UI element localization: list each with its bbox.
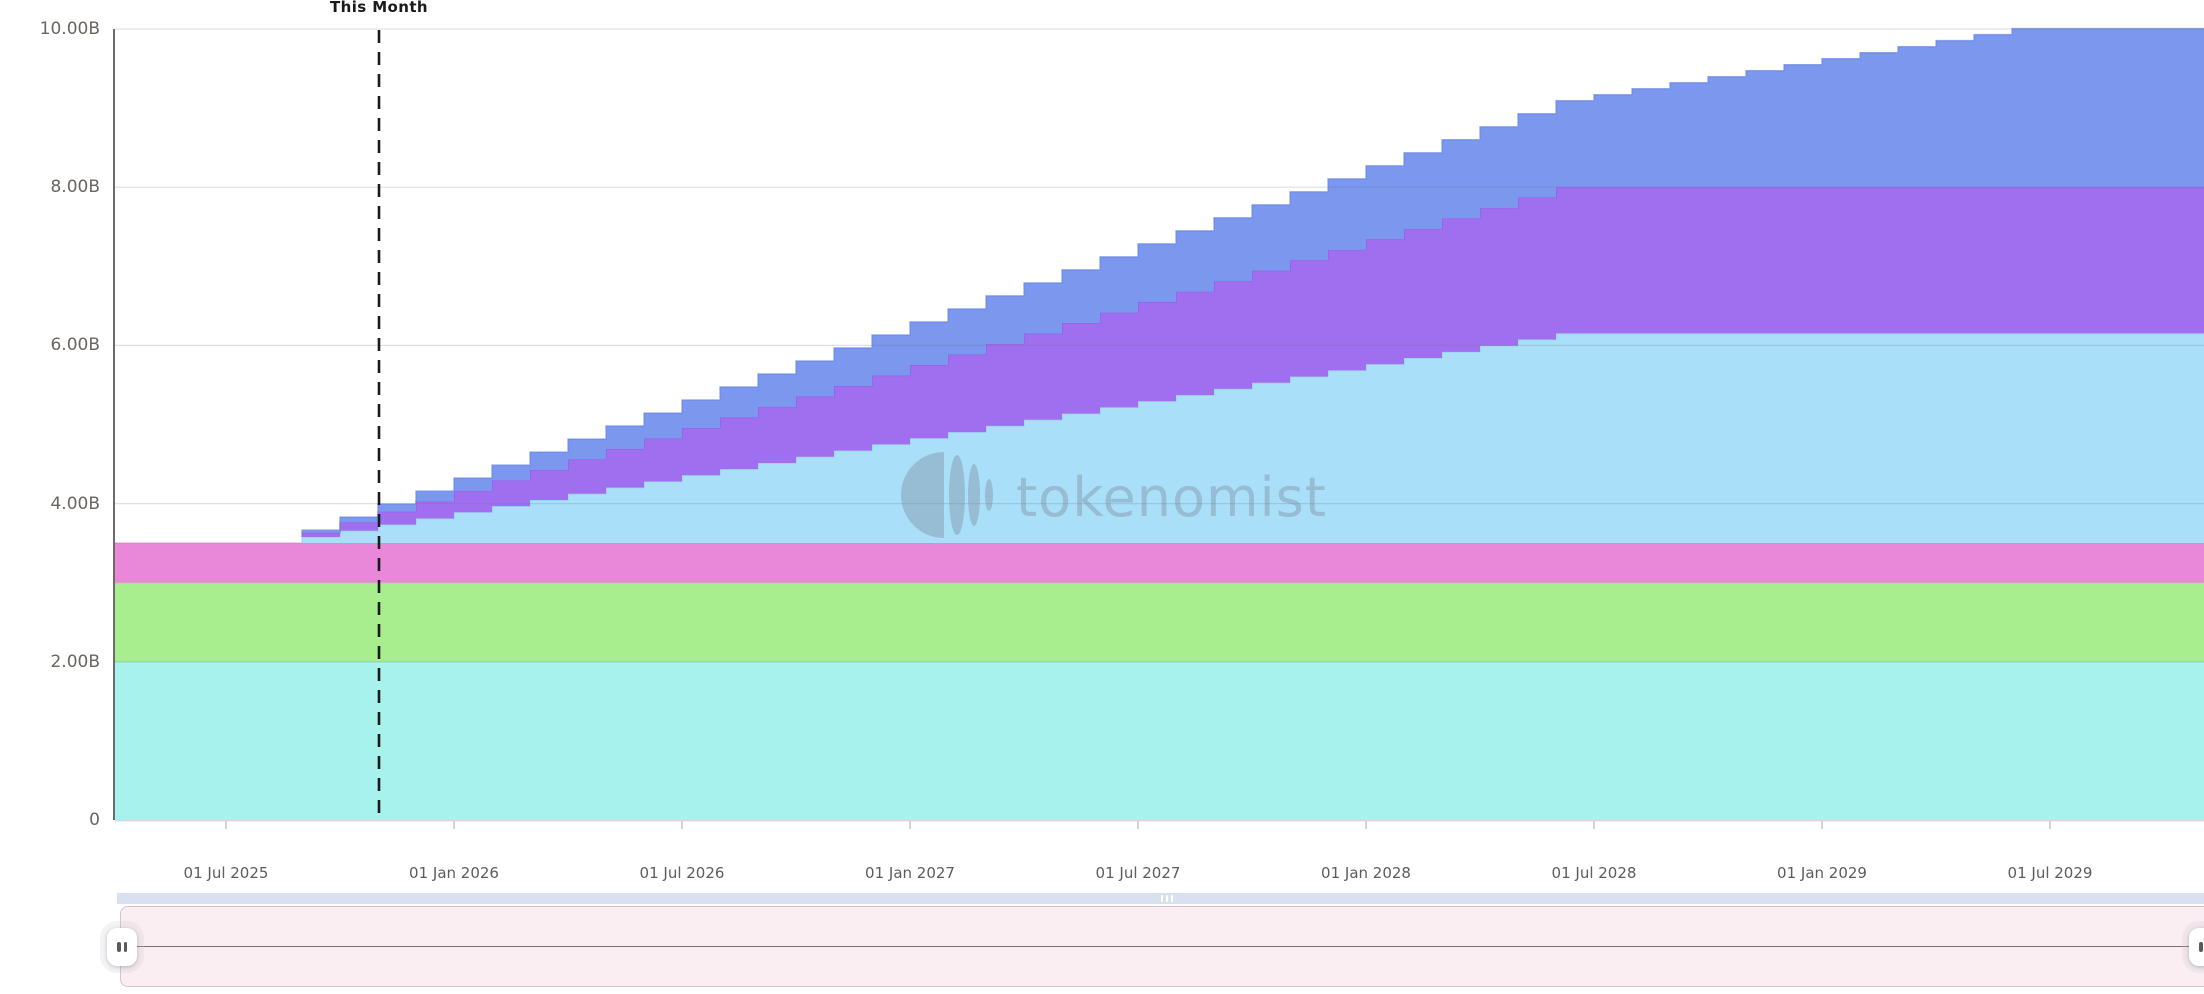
series-area-band-purple[interactable] xyxy=(112,186,2204,544)
x-axis-label: 01 Jul 2025 xyxy=(183,864,269,882)
handle-grip-icon xyxy=(117,942,121,952)
x-axis-label: 01 Jul 2028 xyxy=(1551,864,1637,882)
series-area-band-skyblue[interactable] xyxy=(112,333,2204,544)
series-area-band-blue[interactable] xyxy=(112,28,2204,544)
handle-grip-icon xyxy=(2199,942,2203,952)
x-axis-label: 01 Jan 2028 xyxy=(1321,864,1411,882)
navigator-left-handle[interactable] xyxy=(107,928,137,966)
x-axis-label: 01 Jan 2029 xyxy=(1777,864,1867,882)
y-axis-label: 4.00B xyxy=(50,493,100,514)
scrollbar-grip-icon xyxy=(1160,895,1173,902)
y-axis-label: 2.00B xyxy=(50,651,100,672)
x-axis-label: 01 Jan 2027 xyxy=(865,864,955,882)
series-area-band-green[interactable] xyxy=(112,582,2204,662)
y-axis-label: 10.00B xyxy=(39,19,100,39)
navigator-scrollbar[interactable] xyxy=(117,893,2204,904)
series-area-band-cyan[interactable] xyxy=(112,661,2204,820)
navigator-series-line xyxy=(121,946,2204,948)
this-month-label: This Month xyxy=(330,0,428,16)
navigator-right-handle[interactable] xyxy=(2189,928,2204,966)
handle-grip-icon xyxy=(123,942,127,952)
y-axis-label: 6.00B xyxy=(50,335,100,356)
y-axis-label: 8.00B xyxy=(50,177,100,198)
x-axis-label: 01 Jan 2026 xyxy=(409,864,499,882)
series-area-band-pink[interactable] xyxy=(112,543,2204,583)
x-axis-label: 01 Jul 2027 xyxy=(1095,864,1181,882)
x-axis-label: 01 Jul 2029 xyxy=(2007,864,2093,882)
series-line-band-blue xyxy=(301,27,2204,533)
x-axis-label: 01 Jul 2026 xyxy=(639,864,725,882)
y-axis-label: 0 xyxy=(89,810,100,830)
